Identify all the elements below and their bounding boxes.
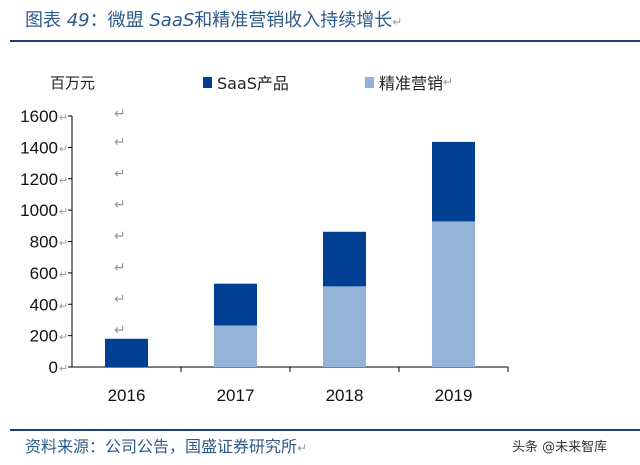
title-number: 49: [66, 10, 90, 31]
return-mark: ↵: [59, 238, 68, 250]
y-tick-label: 400: [30, 295, 58, 314]
y-tick-label: 200: [30, 327, 58, 346]
top-rule: [10, 40, 640, 42]
bar-SaaS产品-2018: [323, 231, 366, 287]
return-mark: ↵: [59, 175, 68, 187]
return-mark: ↵: [59, 332, 68, 344]
y-tick-label: 800: [30, 233, 58, 252]
title-prefix: 图表: [25, 10, 67, 31]
bar-SaaS产品-2016: [105, 338, 148, 367]
return-mark: ↵: [114, 259, 126, 275]
return-mark: ↵: [114, 290, 126, 306]
y-unit-label: 百万元: [50, 74, 96, 92]
title-sep: ：微盟: [89, 10, 150, 31]
return-mark: ↵: [114, 196, 126, 212]
bar-精准营销-2019: [432, 221, 475, 367]
x-tick-label: 2018: [326, 386, 364, 405]
return-mark: ↵: [59, 269, 68, 281]
return-mark: ↵: [59, 300, 68, 312]
source-note: 资料来源：公司公告，国盛证券研究所↵: [25, 437, 308, 456]
bottom-rule: [10, 429, 640, 431]
return-mark: ↵: [59, 143, 68, 155]
legend-label: 精准营销: [379, 74, 444, 93]
x-tick-label: 2019: [435, 386, 473, 405]
x-tick-label: 2016: [108, 386, 146, 405]
bar-精准营销-2017: [214, 325, 257, 367]
bar-SaaS产品-2019: [432, 141, 475, 222]
y-tick-label: 1000: [20, 201, 58, 220]
return-mark: ↵: [114, 228, 126, 244]
source-text: 资料来源：公司公告，国盛证券研究所: [25, 437, 298, 456]
legend-item-saas: SaaS产品: [203, 70, 289, 94]
y-tick-label: 1400: [20, 138, 58, 157]
title-saas: SaaS: [149, 10, 195, 31]
return-mark: ↵: [114, 133, 126, 149]
return-mark: ↵: [114, 165, 126, 181]
figure-title: 图表 49：微盟 SaaS和精准营销收入持续增长↵: [25, 10, 403, 31]
bar-精准营销-2018: [323, 286, 366, 367]
bar-SaaS产品-2017: [214, 283, 257, 326]
return-mark: ↵: [59, 206, 68, 218]
return-mark: ↵: [59, 112, 68, 124]
return-mark: ↵: [114, 105, 126, 121]
y-tick-label: 0: [49, 358, 58, 377]
x-tick-label: 2017: [217, 386, 255, 405]
legend-label: SaaS产品: [217, 74, 289, 93]
plot-area: 0↵↵200↵↵400↵↵600↵↵800↵↵1000↵↵1200↵↵1400↵…: [20, 105, 509, 405]
watermark: 头条 @未来智库: [512, 440, 608, 455]
y-tick-label: 600: [30, 264, 58, 283]
y-tick-label: 1200: [20, 170, 58, 189]
legend-swatch: [365, 76, 374, 88]
title-rest: 和精准营销收入持续增长: [194, 10, 393, 31]
legend-item-marketing: 精准营销 ↵: [365, 70, 453, 94]
legend-swatch: [203, 76, 212, 88]
return-mark: ↵: [114, 322, 126, 338]
y-tick-label: 1600: [20, 107, 58, 126]
return-mark: ↵: [59, 363, 68, 375]
